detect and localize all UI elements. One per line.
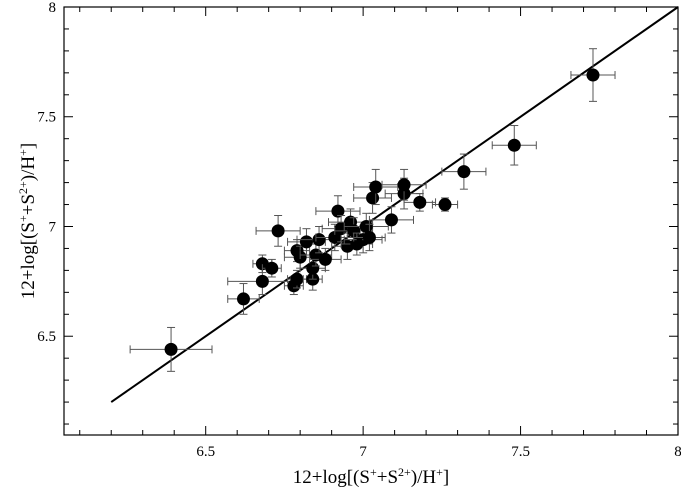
data-point-group <box>368 206 415 234</box>
plot-area <box>110 6 679 403</box>
data-point <box>438 198 452 212</box>
data-point <box>586 68 600 82</box>
y-tick-label: 6.5 <box>37 329 56 345</box>
data-point-group <box>353 223 386 252</box>
data-point <box>457 165 471 179</box>
data-point-group <box>129 326 213 372</box>
data-point-group <box>441 153 487 190</box>
data-point <box>384 213 398 227</box>
data-point-group <box>255 215 301 247</box>
data-point <box>369 180 383 194</box>
data-point <box>413 195 427 209</box>
data-point <box>265 261 279 275</box>
data-point-group <box>403 193 437 212</box>
data-point <box>331 204 345 218</box>
data-point <box>366 191 380 205</box>
data-point <box>306 261 320 275</box>
data-point <box>236 292 250 306</box>
data-point-group <box>381 168 427 201</box>
data-point <box>507 138 521 152</box>
data-point <box>359 219 373 233</box>
y-tick-label: 7 <box>49 219 57 235</box>
data-point <box>299 235 313 249</box>
plot-frame <box>63 6 679 436</box>
data-point <box>397 178 411 192</box>
data-point <box>271 224 285 238</box>
x-axis-label: 12+log[(S++S2+)/H+] <box>293 465 450 488</box>
data-point-group <box>431 197 459 212</box>
data-point <box>255 274 269 288</box>
data-point-group <box>227 267 298 296</box>
data-point-group <box>491 125 537 166</box>
data-point <box>312 233 326 247</box>
data-point-group <box>227 283 260 315</box>
axis-ticks: 6.5 7 7.5 8 6.5 7 7.5 8 <box>37 0 681 460</box>
x-tick-label: 8 <box>674 444 681 460</box>
data-point-group <box>309 247 342 271</box>
data-point-group <box>570 48 616 102</box>
x-tick-label: 7.5 <box>511 444 530 460</box>
data-point <box>290 272 304 286</box>
y-tick-label: 8 <box>49 0 57 16</box>
x-tick-label: 6.5 <box>196 444 215 460</box>
y-axis-label: 12+log[(S++S2+)/H+] <box>16 143 39 300</box>
data-point <box>318 252 332 266</box>
y-tick-label: 7.5 <box>37 110 56 126</box>
data-point <box>164 342 178 356</box>
one-to-one-line <box>110 6 679 403</box>
data-point-group <box>353 168 399 206</box>
data-point <box>362 230 376 244</box>
x-tick-label: 7 <box>359 444 367 460</box>
data-point-group <box>261 258 282 278</box>
data-point-group <box>287 228 326 256</box>
